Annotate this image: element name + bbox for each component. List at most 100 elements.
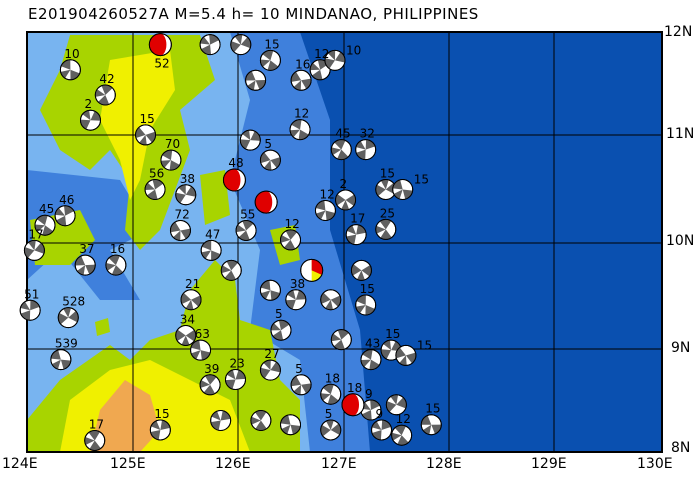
map-frame bbox=[26, 31, 663, 453]
depth-label: 15 bbox=[385, 327, 400, 341]
depth-label: 2 bbox=[85, 97, 93, 111]
beachball bbox=[149, 419, 171, 441]
beachball-quadrant bbox=[139, 134, 147, 145]
beachball bbox=[74, 254, 96, 276]
depth-label: 48 bbox=[228, 156, 243, 170]
beachball-quadrant bbox=[61, 59, 80, 80]
depth-label: 51 bbox=[24, 287, 39, 301]
y-tick-label: 12N bbox=[664, 24, 693, 40]
x-tick-label: 127E bbox=[321, 456, 357, 472]
beachball-quadrant bbox=[372, 419, 392, 440]
depth-label: 37 bbox=[79, 242, 94, 256]
beachball-quadrant bbox=[326, 419, 334, 430]
beachball-quadrant bbox=[362, 349, 380, 370]
beachball-quadrant bbox=[236, 224, 247, 233]
beachball bbox=[175, 324, 197, 346]
beachball bbox=[84, 429, 106, 451]
depth-label: 23 bbox=[229, 357, 244, 371]
x-tick-label: 125E bbox=[110, 456, 146, 472]
depth-label: 45 bbox=[39, 202, 54, 216]
beachball bbox=[355, 139, 377, 161]
beachball bbox=[330, 329, 352, 351]
beachball-quadrant bbox=[34, 224, 45, 232]
beachball-quadrant bbox=[230, 37, 251, 53]
beachball-quadrant bbox=[84, 437, 95, 445]
beachball bbox=[180, 289, 202, 311]
beachball-quadrant bbox=[36, 215, 54, 236]
depth-label: 15 bbox=[360, 282, 375, 296]
beachball bbox=[285, 289, 307, 311]
depth-label: 21 bbox=[185, 277, 200, 291]
beachball-quadrant bbox=[55, 207, 66, 216]
x-tick-label: 128E bbox=[426, 456, 462, 472]
y-tick-label: 8N bbox=[671, 440, 691, 456]
depth-label: 5 bbox=[275, 307, 283, 321]
beachball-quadrant bbox=[178, 184, 186, 195]
beachball bbox=[210, 410, 232, 431]
beachball-quadrant bbox=[201, 240, 221, 261]
beachball bbox=[57, 307, 79, 329]
depth-label: 72 bbox=[174, 207, 189, 221]
beachball-quadrant bbox=[285, 290, 306, 310]
beachball-quadrant bbox=[170, 221, 191, 239]
depth-label: 43 bbox=[365, 337, 380, 351]
beachball bbox=[320, 289, 342, 311]
beachball-quadrant bbox=[185, 299, 194, 310]
depth-label: 17 bbox=[89, 417, 104, 431]
beachball-quadrant bbox=[88, 430, 101, 451]
beachball bbox=[175, 184, 197, 206]
beachball bbox=[50, 349, 72, 371]
beachball bbox=[250, 410, 272, 431]
beachball-quadrant bbox=[291, 119, 309, 140]
land-mindanao-highland bbox=[90, 380, 160, 452]
beachball-quadrant bbox=[311, 59, 329, 80]
events-layer bbox=[19, 33, 442, 451]
beachball-quadrant bbox=[173, 230, 181, 241]
beachball bbox=[280, 229, 302, 251]
beachball-quadrant bbox=[341, 200, 350, 210]
depth-label: 42 bbox=[99, 72, 114, 86]
beachball bbox=[220, 259, 242, 281]
beachball-quadrant bbox=[392, 179, 413, 200]
beachball bbox=[254, 190, 278, 214]
beachball-quadrant bbox=[335, 194, 356, 206]
beachball-quadrant bbox=[203, 374, 217, 395]
beachball bbox=[375, 179, 397, 200]
beachball-quadrant bbox=[234, 34, 243, 45]
depth-label: 5 bbox=[264, 137, 272, 151]
x-tick-label: 126E bbox=[215, 456, 251, 472]
depth-label: 55 bbox=[240, 207, 255, 221]
beachball-quadrant bbox=[356, 139, 376, 160]
beachball-quadrant bbox=[98, 85, 113, 106]
depth-label: 63 bbox=[195, 327, 210, 341]
depth-label: 15 bbox=[417, 338, 432, 352]
beachball bbox=[350, 259, 372, 281]
beachball-quadrant bbox=[361, 400, 380, 420]
beachball bbox=[330, 139, 352, 161]
depth-label: 17 bbox=[350, 212, 365, 226]
beachball bbox=[105, 254, 127, 276]
beachball-quadrant bbox=[221, 265, 232, 274]
depth-label: 46 bbox=[59, 193, 74, 207]
beachball bbox=[235, 219, 257, 241]
depth-label: 10 bbox=[346, 43, 361, 57]
beachball-quadrant bbox=[50, 349, 71, 370]
beachball bbox=[54, 205, 76, 227]
beachball-quadrant bbox=[346, 224, 366, 245]
beachball bbox=[309, 59, 331, 81]
beachball bbox=[199, 34, 221, 56]
depth-label: 45 bbox=[335, 127, 350, 141]
beachball-quadrant bbox=[327, 50, 336, 61]
beachball bbox=[290, 374, 312, 396]
beachball bbox=[335, 189, 357, 211]
beachball bbox=[375, 218, 397, 240]
beachball bbox=[314, 200, 336, 221]
depth-label: 32 bbox=[360, 127, 375, 141]
beachball-quadrant bbox=[238, 220, 254, 241]
beachball-quadrant bbox=[357, 270, 365, 281]
beachball-quadrant bbox=[293, 80, 302, 91]
beachball-quadrant bbox=[250, 416, 261, 425]
depth-label: 9 bbox=[376, 407, 384, 421]
